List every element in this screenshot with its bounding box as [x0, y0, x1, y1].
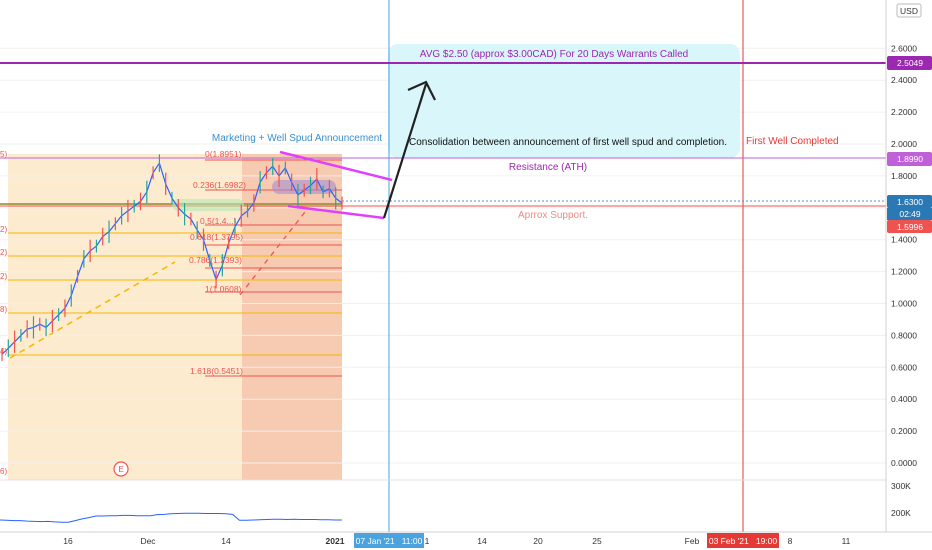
price-tick-label: 1.8000	[891, 171, 917, 181]
earnings-marker-icon[interactable]	[113, 461, 129, 477]
fib-label-1: 1(1.0608)	[205, 284, 242, 294]
price-tick-label: 0.2000	[891, 426, 917, 436]
clipped-label: 2)	[0, 272, 7, 281]
time-tick-label: 14	[477, 536, 487, 546]
price-tick-label: 2.4000	[891, 75, 917, 85]
countdown-value: 02:49	[899, 209, 921, 219]
resistance-badge	[887, 152, 932, 166]
clipped-label: 8)	[0, 305, 7, 314]
fib-label-0786: 0.786(1.2393)	[189, 255, 242, 265]
fib-label-05: 0.5(1.4...)	[200, 216, 237, 226]
time-axis-ticks: 16 Dec 14 2021 1 14 20 25 Feb 8 11	[63, 536, 850, 546]
purple-level-badge	[887, 56, 932, 70]
callout-text: AVG $2.50 (approx $3.00CAD) For 20 Days …	[420, 49, 688, 60]
price-axis-ticks: 2.60002.40002.20002.00001.80001.60001.40…	[891, 43, 917, 468]
last-price-badge	[887, 195, 932, 208]
price-tick-label: 2.0000	[891, 139, 917, 149]
support-badge	[887, 220, 932, 233]
time-tick-label: 16	[63, 536, 73, 546]
blue-time-badge	[354, 533, 424, 548]
price-tick-label: 2.6000	[891, 43, 917, 53]
price-tick-label: 0.8000	[891, 330, 917, 340]
trend-dashed-2	[239, 211, 306, 296]
time-tick-label: Dec	[140, 536, 156, 546]
price-tick-label: 2.2000	[891, 107, 917, 117]
countdown-badge	[887, 208, 932, 220]
channel-lower	[287, 204, 385, 220]
red-time-badge	[707, 533, 779, 548]
time-tick-label: 2021	[326, 536, 345, 546]
breakout-arrow-shaft	[382, 83, 428, 219]
channel-upper	[279, 150, 393, 182]
clipped-label: 6)	[0, 467, 7, 476]
support-highlight	[172, 199, 244, 211]
price-tick-label: 1.4000	[891, 235, 917, 245]
support-value: 1.5996	[897, 222, 923, 232]
first-well-label: First Well Completed	[746, 136, 839, 147]
earnings-marker-label: E	[118, 465, 123, 474]
marketing-label: Marketing + Well Spud Announcement	[212, 133, 382, 144]
price-candles	[1, 154, 343, 361]
trend-dashed	[9, 261, 176, 359]
fib-label-0618: 0.618(1.3795)	[190, 232, 243, 242]
callout-box	[388, 44, 740, 158]
volume-series-line	[0, 512, 342, 523]
time-tick-label: 25	[592, 536, 602, 546]
fib-zone-salmon	[242, 154, 342, 480]
price-tick-label: 0.0000	[891, 458, 917, 468]
blue-time-label: 07 Jan '21 11:00	[356, 536, 423, 546]
clipped-label: 5)	[0, 150, 7, 159]
volume-axis-200k: 200K	[891, 508, 911, 518]
currency-label: USD	[900, 6, 918, 16]
time-tick-label: 11	[842, 536, 851, 546]
fib-label-1618: 1.618(0.5451)	[190, 366, 243, 376]
currency-badge[interactable]	[896, 3, 922, 18]
fib-levels-gold	[8, 232, 342, 356]
fib-label-0236: 0.236(1.6982)	[193, 180, 246, 190]
time-tick-label: 8	[788, 536, 793, 546]
clipped-label: 2)	[0, 248, 7, 257]
price-tick-label: 1.2000	[891, 267, 917, 277]
price-tick-label: 0.4000	[891, 394, 917, 404]
clipped-label: 2)	[0, 225, 7, 234]
purple-level-value: 2.5049	[897, 58, 923, 68]
clipped-label: 4)	[0, 347, 7, 356]
consolidation-label: Consolidation between announcement of fi…	[409, 137, 727, 148]
red-time-label: 03 Feb '21 19:00	[709, 536, 778, 546]
support-label: Aprrox Support.	[518, 210, 588, 221]
fib-labels: 0(1.8951) 0.236(1.6982) 0.5(1.4...) 0.61…	[189, 149, 246, 376]
last-price-value: 1.6300	[897, 197, 923, 207]
resistance-label: Resistance (ATH)	[509, 162, 587, 173]
time-tick-label: 14	[221, 536, 231, 546]
time-axis[interactable]	[0, 532, 886, 550]
price-tick-label: 1.0000	[891, 299, 917, 309]
time-tick-label: Feb	[685, 536, 700, 546]
fib-label-0: 0(1.8951)	[205, 149, 242, 159]
resistance-value: 1.8990	[897, 154, 923, 164]
price-tick-label: 0.6000	[891, 362, 917, 372]
price-axis[interactable]	[886, 0, 932, 532]
time-tick-label: 20	[533, 536, 543, 546]
left-clipped-labels: 5) 2) 2) 2) 8) 4) 6)	[0, 150, 7, 476]
volume-axis-300k: 300K	[891, 481, 911, 491]
breakout-arrow-head	[407, 80, 436, 101]
time-tick-label: 1	[425, 536, 430, 546]
